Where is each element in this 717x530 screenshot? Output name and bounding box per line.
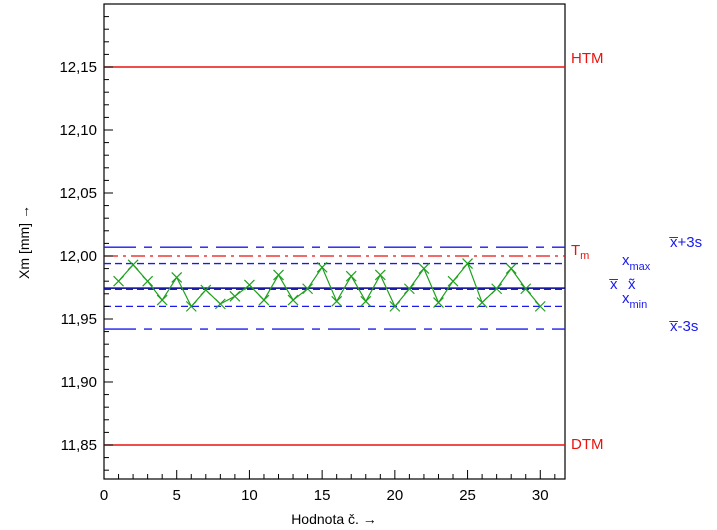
- x-tick-label: 25: [459, 487, 476, 504]
- y-tick-label: 12,00: [59, 248, 97, 265]
- data-point: [389, 300, 401, 312]
- x-tick-label: 30: [532, 487, 549, 504]
- y-tick-label: 12,10: [59, 122, 97, 139]
- reference-label-0: HTM: [571, 50, 604, 67]
- data-point: [505, 263, 517, 275]
- x-tick-label: 5: [173, 487, 181, 504]
- data-point: [433, 297, 444, 309]
- data-point: [403, 283, 415, 295]
- data-point: [302, 283, 314, 295]
- reference-label-6: xmin: [622, 290, 647, 311]
- data-point: [258, 294, 270, 306]
- data-point: [113, 275, 124, 287]
- data-point: [331, 295, 343, 307]
- data-point: [229, 290, 241, 302]
- data-point: [534, 300, 546, 312]
- reference-lines: [104, 66, 565, 446]
- data-point: [491, 283, 503, 295]
- y-tick-label: 11,95: [61, 311, 97, 328]
- data-point: [171, 271, 183, 283]
- data-point: [374, 269, 386, 281]
- data-series: [113, 258, 546, 312]
- y-axis-label: Xm [mm] →: [16, 205, 32, 279]
- series-line-0: [118, 262, 541, 308]
- data-point: [447, 275, 459, 287]
- y-axis: 11,85 11,90 11,95 12,00 12,05 12,10 12,15: [59, 3, 113, 471]
- reference-label-2: Tm: [571, 242, 589, 262]
- reference-label-5: xmax: [622, 252, 651, 273]
- y-tick-label: 12,15: [59, 59, 97, 76]
- data-point: [214, 298, 226, 310]
- x-tick-label: 20: [387, 487, 404, 504]
- data-point: [244, 279, 255, 291]
- data-point: [156, 294, 168, 306]
- data-point: [316, 261, 328, 273]
- plot-frame: [103, 3, 566, 480]
- y-tick-label: 11,90: [61, 374, 97, 391]
- data-point: [142, 275, 154, 287]
- reference-label-3: x̅+3s: [669, 234, 702, 251]
- data-point: [127, 259, 139, 271]
- data-point: [360, 295, 372, 307]
- reference-label-7: x̅: [609, 276, 619, 293]
- x-tick-label: 0: [100, 487, 108, 504]
- x-axis: 0 5 10 15 20 25 30: [100, 470, 556, 504]
- y-tick-label: 11,85: [61, 437, 97, 454]
- data-point: [345, 270, 357, 282]
- data-point: [418, 263, 430, 275]
- data-point: [273, 269, 284, 281]
- x-tick-label: 10: [241, 487, 258, 504]
- data-point: [520, 283, 532, 295]
- x-tick-label: 15: [314, 487, 331, 504]
- reference-label-1: DTM: [571, 436, 604, 453]
- data-point: [476, 297, 488, 309]
- data-point: [185, 300, 197, 312]
- y-tick-label: 12,05: [59, 185, 97, 202]
- x-axis-label: Hodnota č. →: [291, 511, 377, 527]
- data-point: [287, 294, 299, 306]
- reference-label-4: x̅-3s: [669, 318, 699, 335]
- data-point: [462, 258, 473, 269]
- reference-label-8: x̃: [628, 276, 636, 293]
- data-point: [200, 284, 212, 296]
